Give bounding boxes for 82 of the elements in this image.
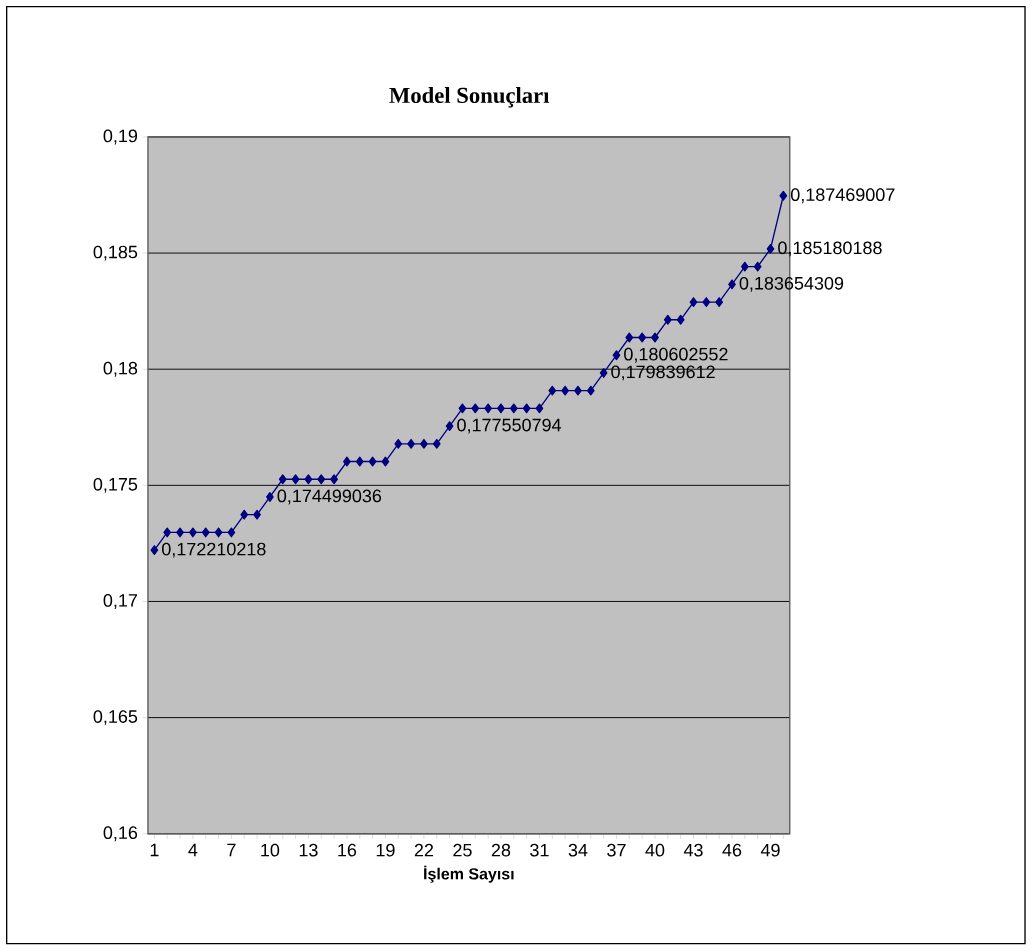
y-tick-label: 0,18 [103,361,138,377]
point [728,279,736,290]
point [625,332,634,343]
y-tick-label: 0,16 [103,826,138,842]
x-tick-label: 25 [453,843,472,857]
point [561,385,569,396]
data-label: 0,187469007 [790,188,895,204]
point [355,456,364,467]
point [548,385,557,396]
y-tick-label: 0,185 [93,245,138,261]
point [163,527,172,538]
x-tick-label: 1 [150,843,159,857]
point [663,314,672,325]
y-tick-label: 0,175 [93,478,138,493]
x-tick-label: 10 [261,843,280,857]
point [278,474,287,485]
data-label: 0,179839612 [611,365,715,381]
data-label: 0,172210218 [162,542,266,558]
point [189,527,197,538]
x-tick-label: 16 [338,843,357,857]
point [458,403,467,414]
point [522,403,531,414]
point [676,314,685,325]
point [176,527,184,538]
point [381,456,390,467]
point [150,545,159,556]
point [638,332,647,343]
point [586,385,595,396]
point [753,261,762,272]
data-label: 0,174499036 [277,489,382,505]
x-tick-label: 7 [227,843,236,857]
point [702,297,711,308]
x-tick-label: 19 [376,843,395,857]
point [394,439,403,449]
point [484,403,492,414]
x-tick-label: 4 [188,843,198,857]
point [779,190,788,201]
x-axis-title: İşlem Sayısı [424,865,514,883]
point [266,492,274,503]
point [407,439,415,449]
point [689,297,698,308]
point [535,403,544,414]
point [471,403,480,414]
x-tick-label: 31 [530,843,549,857]
y-tick-label: 0,165 [93,710,138,726]
y-tick-label: 0,17 [103,594,138,610]
data-label: 0,180602552 [624,347,728,363]
point [497,403,505,414]
x-tick-label: 34 [568,843,588,857]
point [240,509,249,520]
data-label: 0,177550794 [457,418,562,434]
point [612,350,621,361]
x-tick-label: 37 [607,843,626,857]
point [715,297,724,308]
chart-title: Model Sonuçları [389,87,550,108]
point [253,509,261,520]
x-tick-label: 43 [683,843,703,857]
x-tick-label: 22 [414,843,434,857]
point [304,474,313,485]
x-tick-label: 28 [491,843,511,857]
x-tick-label: 49 [760,843,780,857]
point [509,403,518,414]
point [420,439,428,449]
x-tick-label: 13 [299,843,318,857]
point [343,456,351,467]
point [766,244,775,254]
x-tick-label: 46 [722,843,742,857]
point [574,385,582,396]
y-tick-label: 0,19 [103,129,138,145]
point [201,527,210,538]
point [740,261,749,272]
point [432,439,441,449]
point [227,527,236,538]
point [368,456,377,467]
x-tick-label: 40 [645,843,665,857]
point [214,527,223,538]
point [330,474,338,485]
point [651,332,659,343]
point [291,474,300,485]
point [445,421,454,432]
point [317,474,326,485]
point [599,368,608,379]
